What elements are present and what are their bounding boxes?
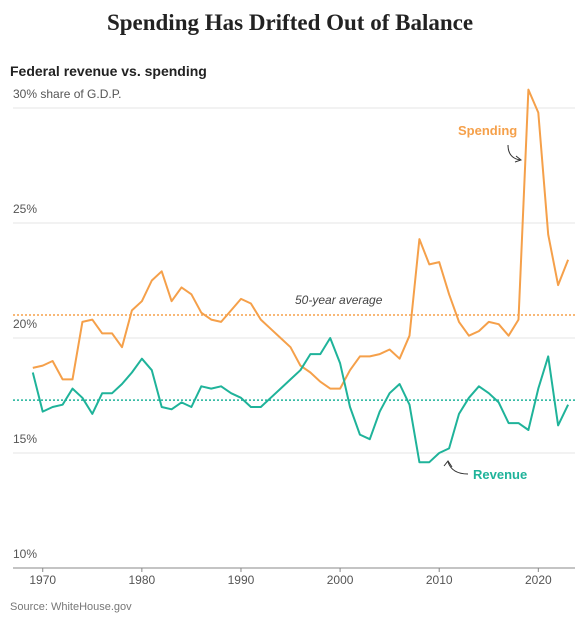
- x-tick-label: 1990: [228, 573, 255, 587]
- arrow-head: [514, 155, 523, 163]
- annotation: 50-year average: [295, 293, 383, 307]
- y-tick-label: 10%: [13, 547, 37, 561]
- x-tick-label: 2010: [426, 573, 453, 587]
- series-line: [31, 337, 570, 464]
- arrow: [507, 144, 521, 161]
- y-tick-label: 30% share of G.D.P.: [13, 87, 122, 101]
- y-tick-label: 15%: [13, 432, 37, 446]
- x-tick-label: 2020: [525, 573, 552, 587]
- series-label: Revenue: [473, 467, 527, 482]
- chart-subtitle: Federal revenue vs. spending: [10, 63, 207, 79]
- arrow: [447, 461, 469, 475]
- y-tick-label: 25%: [13, 202, 37, 216]
- arrow-head: [443, 460, 453, 468]
- chart-title: Spending Has Drifted Out of Balance: [107, 10, 473, 35]
- y-tick-label: 20%: [13, 317, 37, 331]
- source: Source: WhiteHouse.gov: [10, 601, 132, 613]
- x-tick-label: 1980: [129, 573, 156, 587]
- x-tick-label: 2000: [327, 573, 354, 587]
- series-label: Spending: [458, 123, 517, 138]
- series-line: [32, 88, 570, 390]
- x-tick-label: 1970: [29, 573, 56, 587]
